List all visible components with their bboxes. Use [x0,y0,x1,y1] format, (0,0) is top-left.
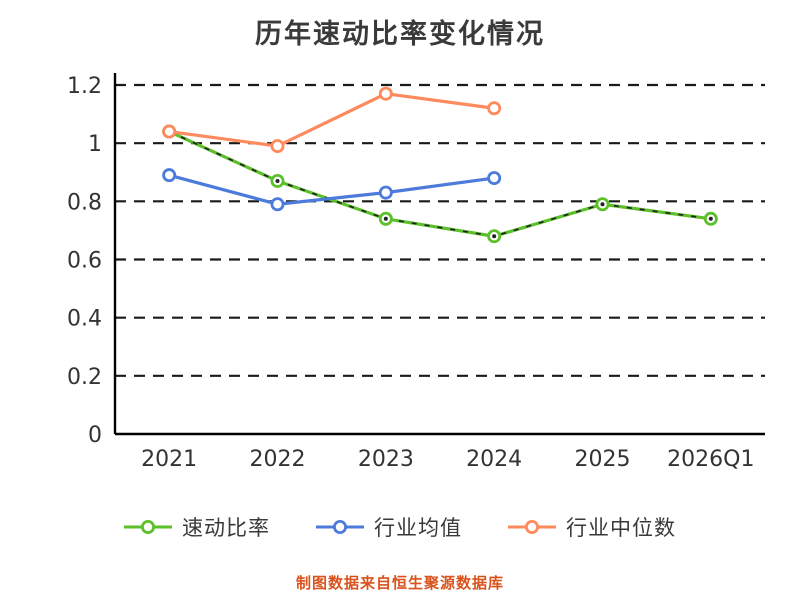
chart-canvas: 0 0.2 0.4 0.6 0.8 1 1.2 2021 2022 2023 2024 2025 202… [67,73,765,472]
legend-label: 行业中位数 [566,516,676,540]
series-line-2 [168,173,495,206]
data-point [378,185,393,200]
y-tick-label: 0 [88,423,102,448]
data-point-center [492,234,497,239]
legend-label: 行业均值 [374,516,462,540]
legend-item-3: 行业中位数 [508,512,676,542]
data-point-center [383,216,388,221]
data-point [487,101,502,116]
y-tick-label: 1 [88,132,102,157]
data-point [270,139,285,154]
data-point [487,171,502,186]
legend-item-2: 行业均值 [316,512,462,542]
data-point [162,168,177,183]
data-point [378,86,393,101]
chart-title: 历年速动比率变化情况 [255,19,545,50]
x-tick-label: 2026Q1 [667,447,754,472]
x-tick-label: 2023 [358,447,414,472]
source-note: 制图数据来自恒生聚源数据库 [295,574,504,592]
legend-marker-icon [508,520,556,534]
legend-marker-icon [124,520,172,534]
legend-marker-icon [316,520,364,534]
data-point-center [708,216,713,221]
x-tick-label: 2025 [575,447,631,472]
y-tick-label: 0.4 [67,307,102,332]
data-point-center [600,202,605,207]
data-point [162,124,177,139]
legend-label: 速动比率 [182,516,270,540]
x-tick-label: 2022 [250,447,306,472]
y-tick-label: 0.6 [67,249,102,274]
x-tick-label: 2021 [141,447,197,472]
data-point [270,197,285,212]
legend: 速动比率 行业均值 行业中位数 [0,512,800,542]
y-tick-label: 0.2 [67,365,102,390]
y-tick-label: 0.8 [67,190,102,215]
series-line-1-dash-overlay [168,130,711,238]
series-line-3 [168,92,495,148]
y-tick-label: 1.2 [67,74,102,99]
legend-item-1: 速动比率 [124,512,270,542]
x-tick-label: 2024 [466,447,522,472]
data-point-center [275,178,280,183]
